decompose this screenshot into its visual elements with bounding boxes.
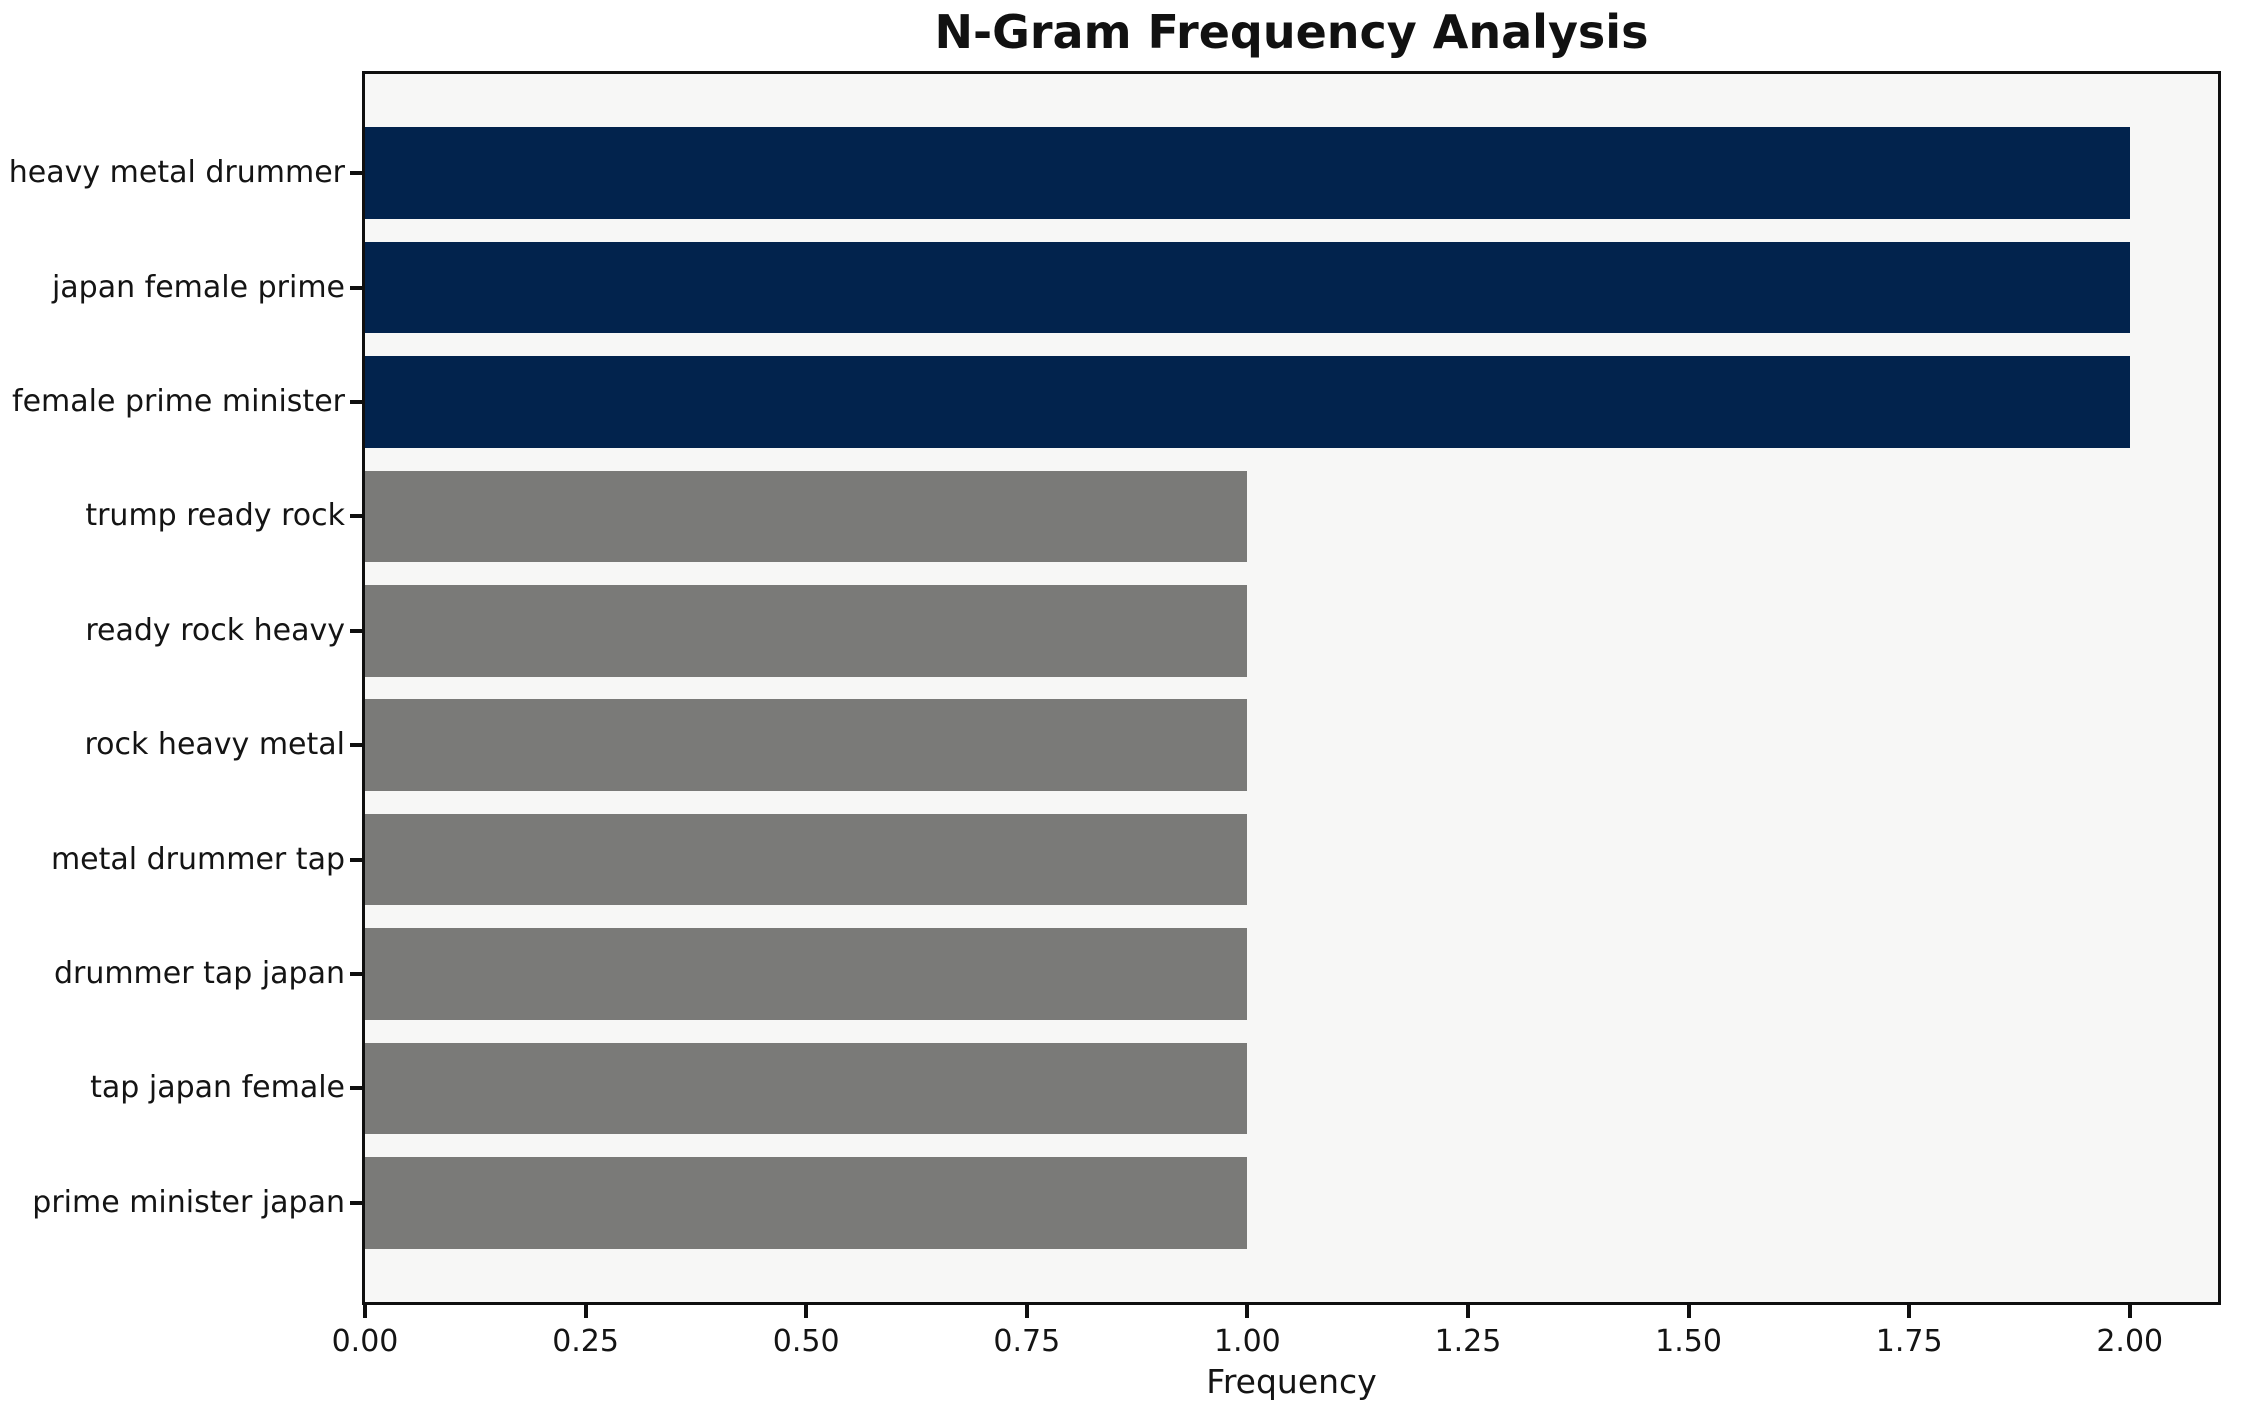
- y-tick-label: female prime minister: [12, 384, 345, 419]
- y-tick-label: trump ready rock: [85, 498, 345, 534]
- bar-row: [365, 688, 2218, 802]
- bar-heavy-metal-drummer: [365, 127, 2130, 219]
- x-tick-label: 1.00: [1213, 1324, 1281, 1359]
- x-tick-mark: [804, 1305, 809, 1318]
- x-tick-label: 1.50: [1655, 1324, 1722, 1359]
- bar-row: [365, 1146, 2218, 1260]
- y-tick-mark: [350, 514, 362, 519]
- bar-row: [365, 574, 2218, 688]
- y-tick-label: drummer tap japan: [53, 956, 345, 991]
- x-tick-mark: [1686, 1305, 1691, 1318]
- bar-row: [365, 1031, 2218, 1145]
- bar-prime-minister-japan: [365, 1157, 1248, 1249]
- x-tick-label: 1.75: [1875, 1324, 1943, 1359]
- bar-row: [365, 459, 2218, 573]
- y-tick-mark: [350, 857, 362, 862]
- y-tick-mark: [350, 400, 362, 404]
- y-tick-mark: [350, 628, 362, 633]
- plot-area: [362, 71, 2221, 1305]
- x-tick-mark: [2127, 1305, 2132, 1318]
- bar-metal-drummer-tap: [365, 813, 1248, 906]
- bar-row: [365, 917, 2218, 1031]
- y-tick-mark: [350, 285, 362, 290]
- y-tick-label: rock heavy metal: [84, 727, 346, 763]
- bar-row: [365, 230, 2218, 344]
- bar-female-prime-minister: [365, 356, 2130, 448]
- x-tick-label: 1.25: [1434, 1324, 1502, 1359]
- x-tick-label: 0.25: [552, 1324, 619, 1359]
- y-tick-label: ready rock heavy: [85, 612, 345, 648]
- x-tick-label: 2.00: [2096, 1324, 2164, 1359]
- y-tick-mark: [350, 972, 362, 976]
- x-tick-label: 0.50: [772, 1324, 840, 1359]
- y-tick-mark: [350, 1200, 362, 1205]
- bars-container: [365, 74, 2218, 1302]
- bar-row: [365, 116, 2218, 230]
- bar-row: [365, 802, 2218, 916]
- y-tick-label: prime minister japan: [32, 1184, 345, 1220]
- x-axis-title: Frequency: [1206, 1362, 1377, 1401]
- y-tick-label: tap japan female: [90, 1070, 345, 1106]
- x-tick-mark: [1465, 1305, 1470, 1318]
- x-tick-mark: [1024, 1305, 1029, 1318]
- bar-tap-japan-female: [365, 1042, 1248, 1135]
- x-tick-label: 0.75: [993, 1324, 1061, 1359]
- bar-ready-rock-heavy: [365, 585, 1248, 677]
- y-tick-mark: [350, 171, 362, 176]
- x-tick-mark: [1907, 1305, 1912, 1318]
- bar-trump-ready-rock: [365, 470, 1248, 563]
- bar-rock-heavy-metal: [365, 699, 1248, 791]
- x-tick-mark: [583, 1305, 588, 1318]
- y-tick-mark: [350, 743, 362, 748]
- y-tick-label: metal drummer tap: [50, 841, 345, 877]
- y-tick-label: heavy metal drummer: [8, 155, 345, 191]
- x-tick-mark: [363, 1305, 367, 1318]
- chart-title: N-Gram Frequency Analysis: [934, 5, 1649, 59]
- x-tick-label: 0.00: [331, 1324, 399, 1359]
- bar-drummer-tap-japan: [365, 928, 1248, 1020]
- bar-row: [365, 345, 2218, 459]
- y-tick-mark: [350, 1086, 362, 1091]
- y-tick-label: japan female prime: [51, 269, 345, 305]
- bar-japan-female-prime: [365, 241, 2130, 334]
- x-tick-mark: [1245, 1305, 1250, 1318]
